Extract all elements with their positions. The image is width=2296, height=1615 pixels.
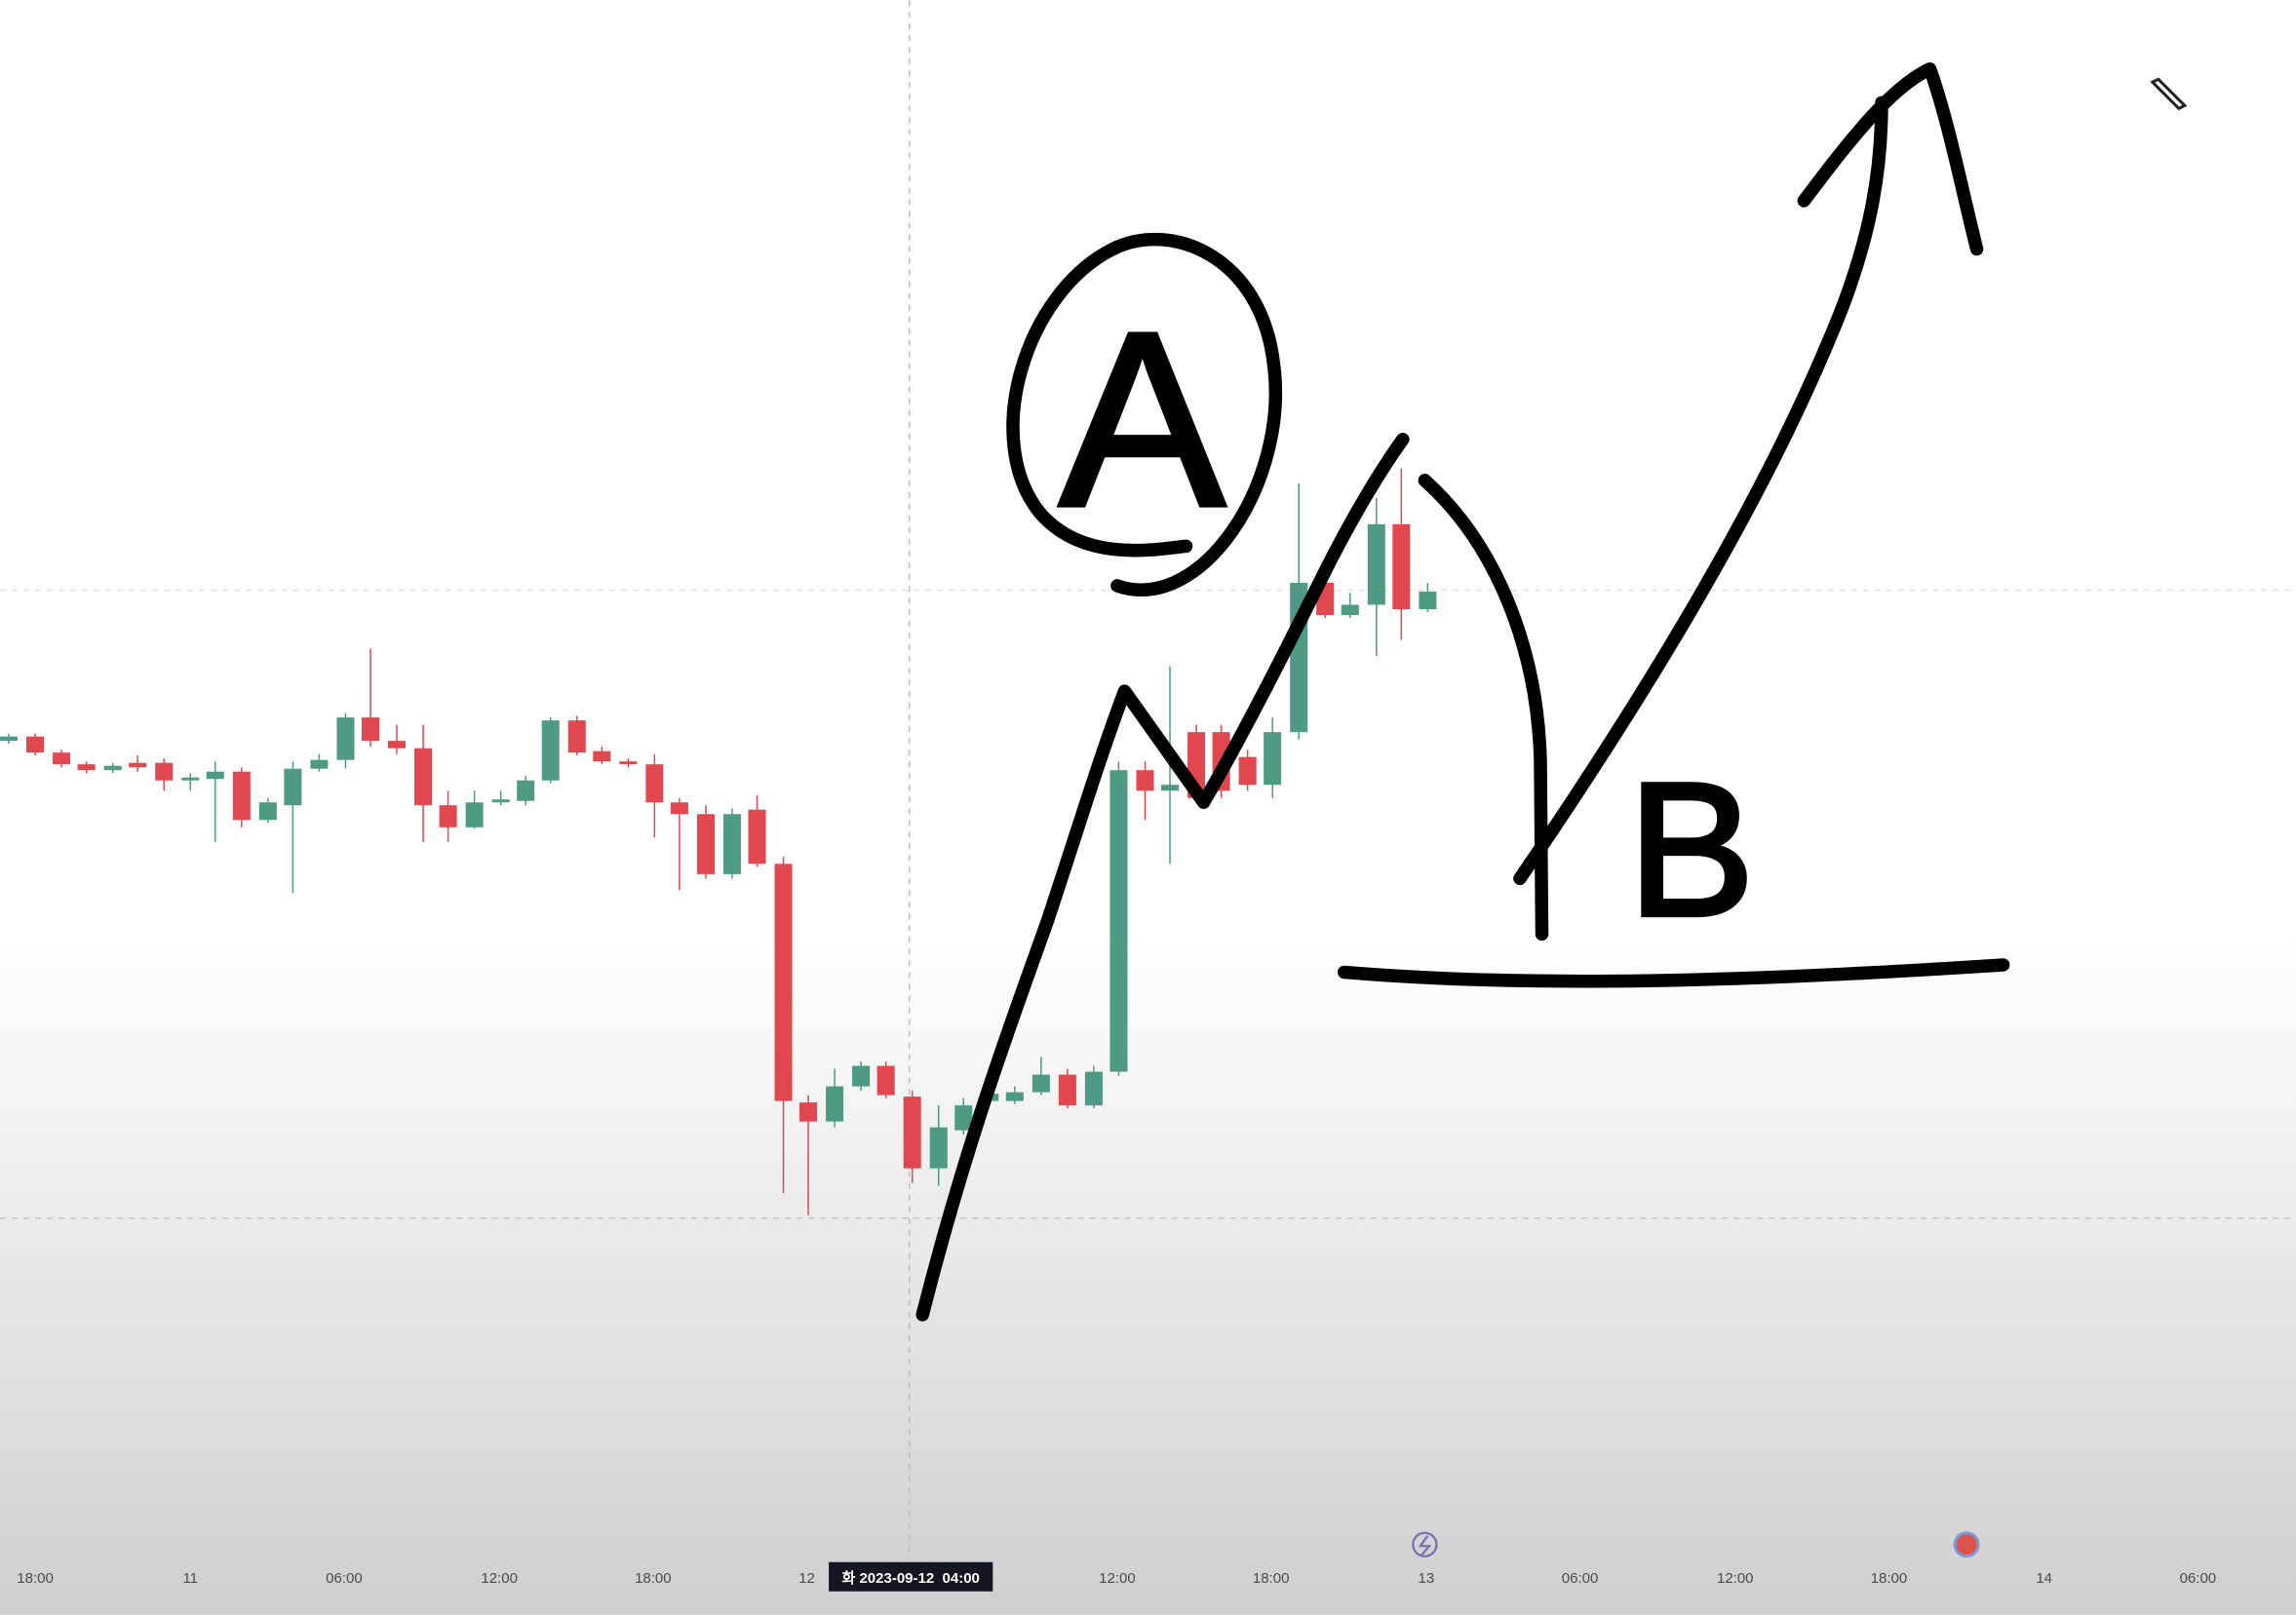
candle-body [903, 1096, 921, 1169]
candle-body [284, 768, 302, 806]
time-label: 06:00 [2180, 1570, 2217, 1587]
pencil-cursor [2150, 77, 2188, 111]
candle-body [1419, 591, 1437, 609]
candle-body [258, 802, 277, 821]
time-label: 06:00 [1562, 1570, 1599, 1587]
candle-body [103, 765, 122, 771]
candle-body [414, 748, 433, 806]
candle-body [465, 802, 484, 827]
candle-body [206, 771, 224, 780]
time-label: 14 [2036, 1570, 2052, 1587]
candle-body [954, 1105, 973, 1131]
arrow-stroke [1513, 62, 1984, 886]
crosshair-label: 화 2023-09-12 04:00 [841, 1570, 979, 1587]
candle-body [53, 752, 71, 765]
time-label: 12:00 [481, 1570, 518, 1587]
crosshair-label-box [829, 1561, 993, 1592]
flag-icon[interactable] [1953, 1531, 1980, 1558]
event-icon[interactable] [1412, 1531, 1438, 1557]
annotation-drawing [915, 62, 2010, 1322]
candle-body [593, 750, 611, 762]
candle-body [722, 814, 741, 874]
candle-body [1136, 770, 1154, 791]
candle-body [567, 720, 586, 753]
zigzag-stroke [915, 433, 1410, 1322]
candle-body [0, 736, 19, 742]
candle-body [929, 1127, 948, 1169]
candle-body [1341, 604, 1359, 615]
time-label: 18:00 [635, 1570, 672, 1587]
candle-body [232, 771, 251, 821]
candle-body [876, 1065, 895, 1096]
candle-body [1031, 1074, 1050, 1093]
candle-body [517, 780, 535, 801]
candle-body [1058, 1074, 1076, 1106]
time-axis: 18:00 11 06:00 12:00 18:00 12 12:00 18:00 13 06:0… [17, 1570, 2216, 1587]
candle-body [181, 777, 200, 781]
candle-body [748, 809, 766, 865]
candle-body [1367, 523, 1385, 605]
candle-body [670, 802, 688, 815]
time-label: 13 [1419, 1570, 1435, 1587]
annotation-a: A [1059, 281, 1225, 558]
candle-body [155, 762, 174, 781]
candle-body [77, 764, 96, 771]
candle-body [1238, 756, 1257, 786]
candle-body [361, 717, 379, 742]
candle-body [439, 805, 457, 827]
candle-body [541, 720, 560, 781]
candles [0, 468, 1437, 1215]
candle-body [310, 759, 329, 769]
candle-body [491, 799, 510, 803]
candle-body [1005, 1092, 1024, 1101]
time-label: 18:00 [1253, 1570, 1290, 1587]
circle-stroke [1006, 232, 1282, 596]
candle-body [129, 762, 147, 768]
candle-body [1161, 785, 1180, 791]
candle-body [26, 736, 45, 753]
candle-body [852, 1065, 871, 1087]
candle-body [1264, 732, 1282, 786]
candle-body [799, 1102, 818, 1122]
candle-body [826, 1086, 844, 1122]
candle-body [1109, 770, 1128, 1072]
candle-body [645, 764, 664, 803]
candle-body [696, 814, 715, 874]
time-label: 11 [182, 1570, 198, 1587]
drop-stroke [1418, 474, 1549, 942]
time-label: 12 [798, 1570, 815, 1587]
time-label: 18:00 [1871, 1570, 1908, 1587]
time-label: 18:00 [17, 1570, 54, 1587]
time-label: 12:00 [1717, 1570, 1754, 1587]
candle-body [1084, 1071, 1103, 1106]
candle-body [336, 717, 355, 760]
time-label: 12:00 [1099, 1570, 1136, 1587]
event-icon-bolt [1418, 1535, 1432, 1556]
annotation-b: B [1628, 744, 1755, 956]
candle-body [619, 761, 638, 765]
time-label: 06:00 [326, 1570, 363, 1587]
candle-body [388, 741, 407, 749]
candle-body [1392, 523, 1411, 609]
support-line-stroke [1337, 958, 2010, 988]
candle-body [774, 864, 793, 1101]
